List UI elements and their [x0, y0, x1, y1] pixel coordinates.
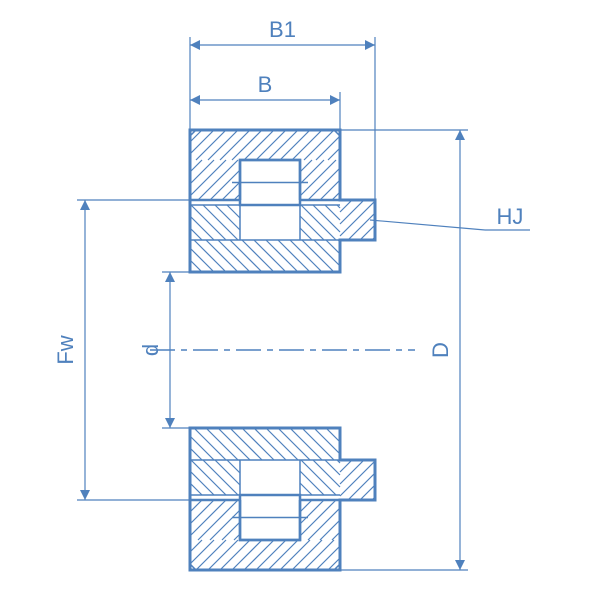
dim-label: D: [428, 342, 453, 358]
bearing-diagram: B1 B Fw d D HJ: [0, 0, 600, 600]
dim-label: B1: [269, 17, 296, 42]
dim-label: B: [258, 72, 273, 97]
dim-label: Fw: [53, 335, 78, 364]
dim-label: d: [138, 344, 163, 356]
dim-label: HJ: [497, 204, 524, 229]
